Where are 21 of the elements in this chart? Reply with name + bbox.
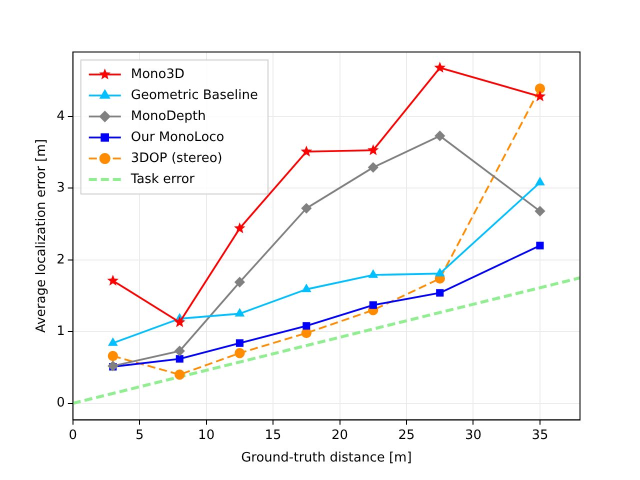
x-tick-label: 15: [264, 428, 282, 443]
legend-label: MonoDepth: [130, 108, 206, 124]
legend-label: Task error: [130, 172, 196, 187]
legend-label: Geometric Baseline: [130, 88, 258, 103]
legend-label: Mono3D: [130, 66, 185, 82]
legend-label: 3DOP (stereo): [130, 150, 222, 166]
y-tick-label: 2: [56, 252, 65, 268]
y-tick-label: 3: [56, 180, 65, 196]
y-tick-label: 1: [56, 324, 65, 339]
x-tick-label: 5: [135, 428, 144, 443]
legend-label: Our MonoLoco: [130, 130, 224, 145]
x-tick-label: 10: [198, 428, 215, 443]
x-tick-label: 35: [532, 428, 548, 443]
x-axis-title: Ground-truth distance [m]: [241, 450, 412, 466]
y-tick-label: 0: [56, 396, 65, 411]
x-tick-label: 0: [68, 428, 78, 443]
y-axis-title: Average localization error [m]: [34, 139, 50, 333]
x-tick-label: 20: [332, 428, 348, 443]
x-tick-label: 30: [464, 428, 482, 443]
x-tick-label: 25: [398, 428, 415, 443]
y-tick-label: 4: [56, 108, 65, 124]
